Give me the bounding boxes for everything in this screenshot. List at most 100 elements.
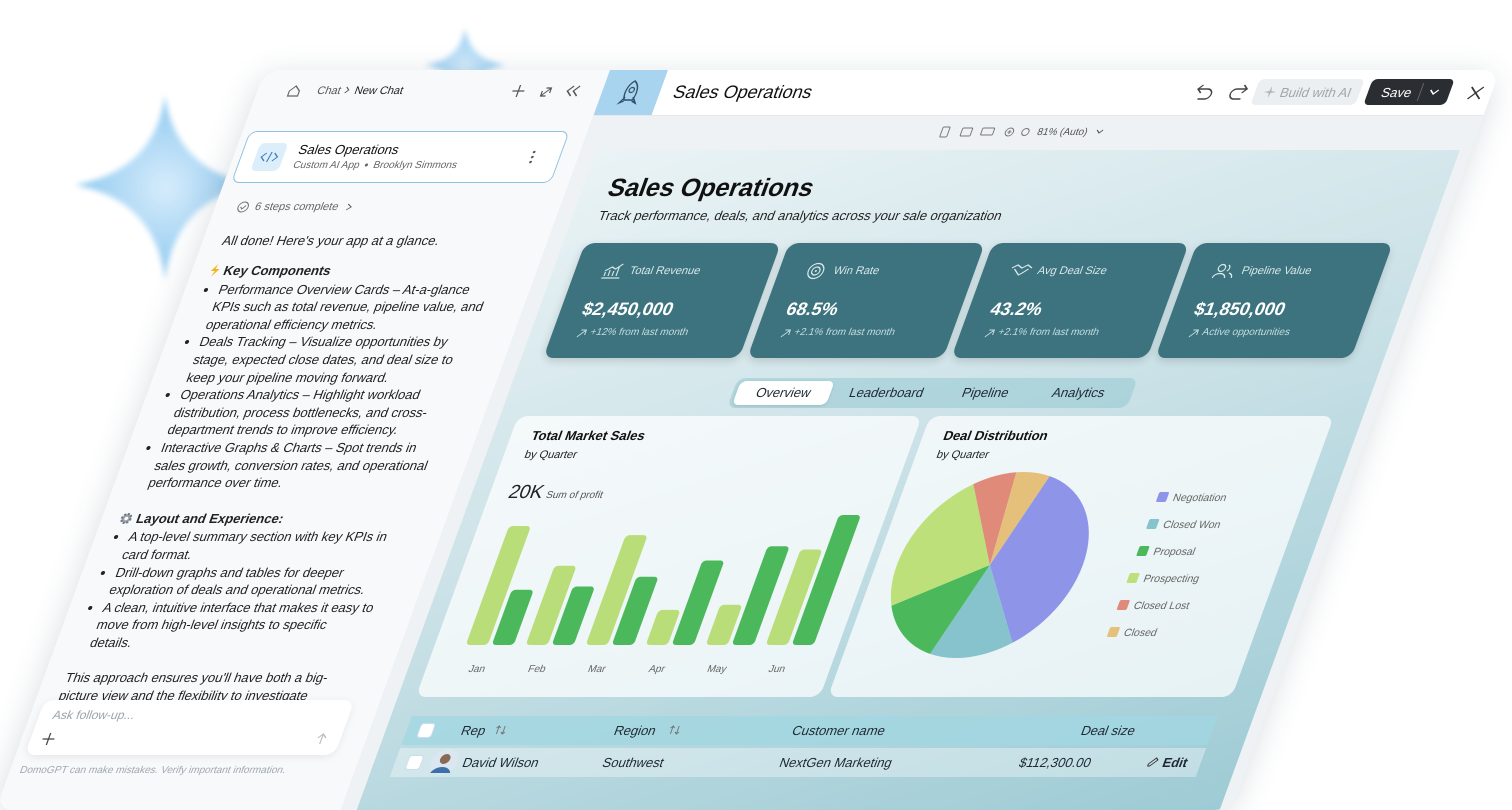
legend-swatch <box>1107 627 1120 637</box>
message: Key Components Performance Overview Card… <box>46 262 504 722</box>
bar <box>586 535 647 645</box>
checkbox[interactable] <box>404 755 424 770</box>
app-title: Sales Operations <box>296 142 402 157</box>
bar <box>552 586 594 645</box>
app-icon <box>250 143 289 171</box>
x-tick-label: Apr <box>647 664 667 675</box>
chat-panel: Chat New Chat Sales Operations Custom AI… <box>0 70 611 810</box>
top-bar: Sales Operations Build with AI Save <box>593 70 1500 116</box>
more-icon[interactable] <box>526 149 538 165</box>
add-icon[interactable] <box>40 733 56 745</box>
kpi-icon <box>1011 264 1033 276</box>
view-toolbar: 81% (Auto) <box>937 126 1105 138</box>
pie-slice <box>890 484 990 606</box>
bar <box>492 589 533 645</box>
x-tick-label: Mar <box>586 664 608 675</box>
list-item: A clean, intuitive interface that makes … <box>87 599 380 652</box>
kpi-note: +2.1% from last month <box>996 327 1101 338</box>
build-with-ai[interactable]: Build with AI <box>1250 79 1365 105</box>
x-tick-label: Feb <box>526 664 547 675</box>
zoom-caret <box>1096 129 1104 134</box>
list: A top-level summary section with key KPI… <box>71 528 406 651</box>
bar <box>792 515 860 645</box>
sparkle-icon <box>1263 86 1276 98</box>
edit-icon[interactable] <box>1145 756 1161 768</box>
bar <box>766 549 822 645</box>
column-header[interactable]: Region <box>611 723 659 738</box>
list-item: Deals Tracking – Visualize opportunities… <box>184 333 477 386</box>
cell: Southwest <box>600 755 667 770</box>
breadcrumb: Chat New Chat <box>315 85 405 97</box>
sort-icon[interactable] <box>667 724 683 736</box>
chart-card: Deal Distribution by Quarter Negotiation… <box>827 416 1335 697</box>
list-item: Interactive Graphs & Charts – Spot trend… <box>146 439 439 492</box>
list-item: A top-level summary section with key KPI… <box>119 528 406 563</box>
close-icon[interactable] <box>1465 85 1487 101</box>
steps[interactable]: 6 steps complete <box>235 201 357 213</box>
kpi-label: Pipeline Value <box>1239 265 1314 277</box>
chevron <box>346 203 353 211</box>
x-tick-label: Jun <box>767 664 787 675</box>
tab[interactable]: Leaderboard <box>847 385 927 400</box>
pie-slice <box>989 476 1089 643</box>
crumb: New Chat <box>352 85 406 97</box>
x-tick-label: Jan <box>467 664 487 675</box>
column-header[interactable]: Rep <box>458 723 489 738</box>
chat-input[interactable]: Ask follow-up... <box>24 700 355 755</box>
kpi-icon <box>807 262 825 280</box>
chart-title: Total Market Sales <box>529 428 647 443</box>
trend-icon <box>576 329 588 338</box>
table-row[interactable]: David Wilson Southwest NextGen Marketing… <box>389 748 1207 777</box>
home-icon[interactable] <box>285 84 304 98</box>
tab[interactable]: Analytics <box>1049 385 1108 400</box>
kpi-icon <box>1211 263 1233 279</box>
legend-swatch <box>1146 519 1160 529</box>
cell: NextGen Marketing <box>777 755 895 770</box>
pie-chart: Deal Distribution by Quarter Negotiation… <box>890 428 1228 658</box>
app-card[interactable]: Sales Operations Custom AI App Brooklyn S… <box>230 131 570 183</box>
undo-redo[interactable] <box>1190 83 1252 103</box>
pie-slice <box>891 565 990 654</box>
kpi-value: 68.5% <box>783 299 842 319</box>
sort-icon[interactable] <box>493 724 509 736</box>
headline-value: 20K <box>505 482 547 503</box>
column-header[interactable]: Deal size <box>1078 723 1138 738</box>
pie-slice <box>989 472 1050 565</box>
trend-icon <box>1188 329 1200 338</box>
heading-text: Key Components <box>221 263 334 278</box>
kpi-label: Win Rate <box>831 265 882 277</box>
list-item: Drill-down graphs and tables for deeper … <box>107 564 394 599</box>
tab[interactable]: Overview <box>732 381 835 405</box>
app-window: Chat New Chat Sales Operations Custom AI… <box>0 70 1501 810</box>
bar <box>732 546 789 645</box>
tab[interactable]: Pipeline <box>959 385 1012 400</box>
bar <box>466 526 530 645</box>
list-item: Performance Overview Cards – At-a-glance… <box>203 281 496 334</box>
list: Performance Overview Cards – At-a-glance… <box>130 281 497 492</box>
section-heading: Layout and Experience: <box>117 510 413 528</box>
legend-swatch <box>1126 573 1140 583</box>
bar <box>646 609 680 645</box>
view-icons[interactable] <box>937 126 1031 138</box>
sparkles <box>75 28 505 280</box>
kpi-card: Avg Deal Size 43.2% +2.1% from last mont… <box>951 243 1190 358</box>
zoom-level[interactable]: 81% (Auto) <box>1035 126 1090 138</box>
tab-bar: Overview Leaderboard Pipeline Analytics <box>726 378 1138 408</box>
trend-icon <box>780 329 792 338</box>
intro: All done! Here's your app at a glance. <box>220 233 443 248</box>
kpi-card: Total Revenue $2,450,000 +12% from last … <box>543 243 782 358</box>
kpi-note: +2.1% from last month <box>792 327 897 338</box>
checkbox[interactable] <box>416 723 436 738</box>
kpi-card: Pipeline Value $1,850,000 Active opportu… <box>1155 243 1394 358</box>
column-header[interactable]: Customer name <box>789 723 888 738</box>
edit-action[interactable]: Edit <box>1160 755 1191 770</box>
chat-actions[interactable] <box>510 84 585 98</box>
pie-slice <box>930 565 1013 658</box>
crumb[interactable]: Chat <box>315 85 343 97</box>
send-icon[interactable] <box>313 733 329 745</box>
dropdown-icon[interactable] <box>1427 88 1442 96</box>
legend-swatch <box>1136 546 1150 556</box>
legend-label: Closed <box>1122 627 1159 639</box>
save-button[interactable]: Save <box>1363 79 1455 105</box>
heading-text: Layout and Experience: <box>134 510 287 526</box>
